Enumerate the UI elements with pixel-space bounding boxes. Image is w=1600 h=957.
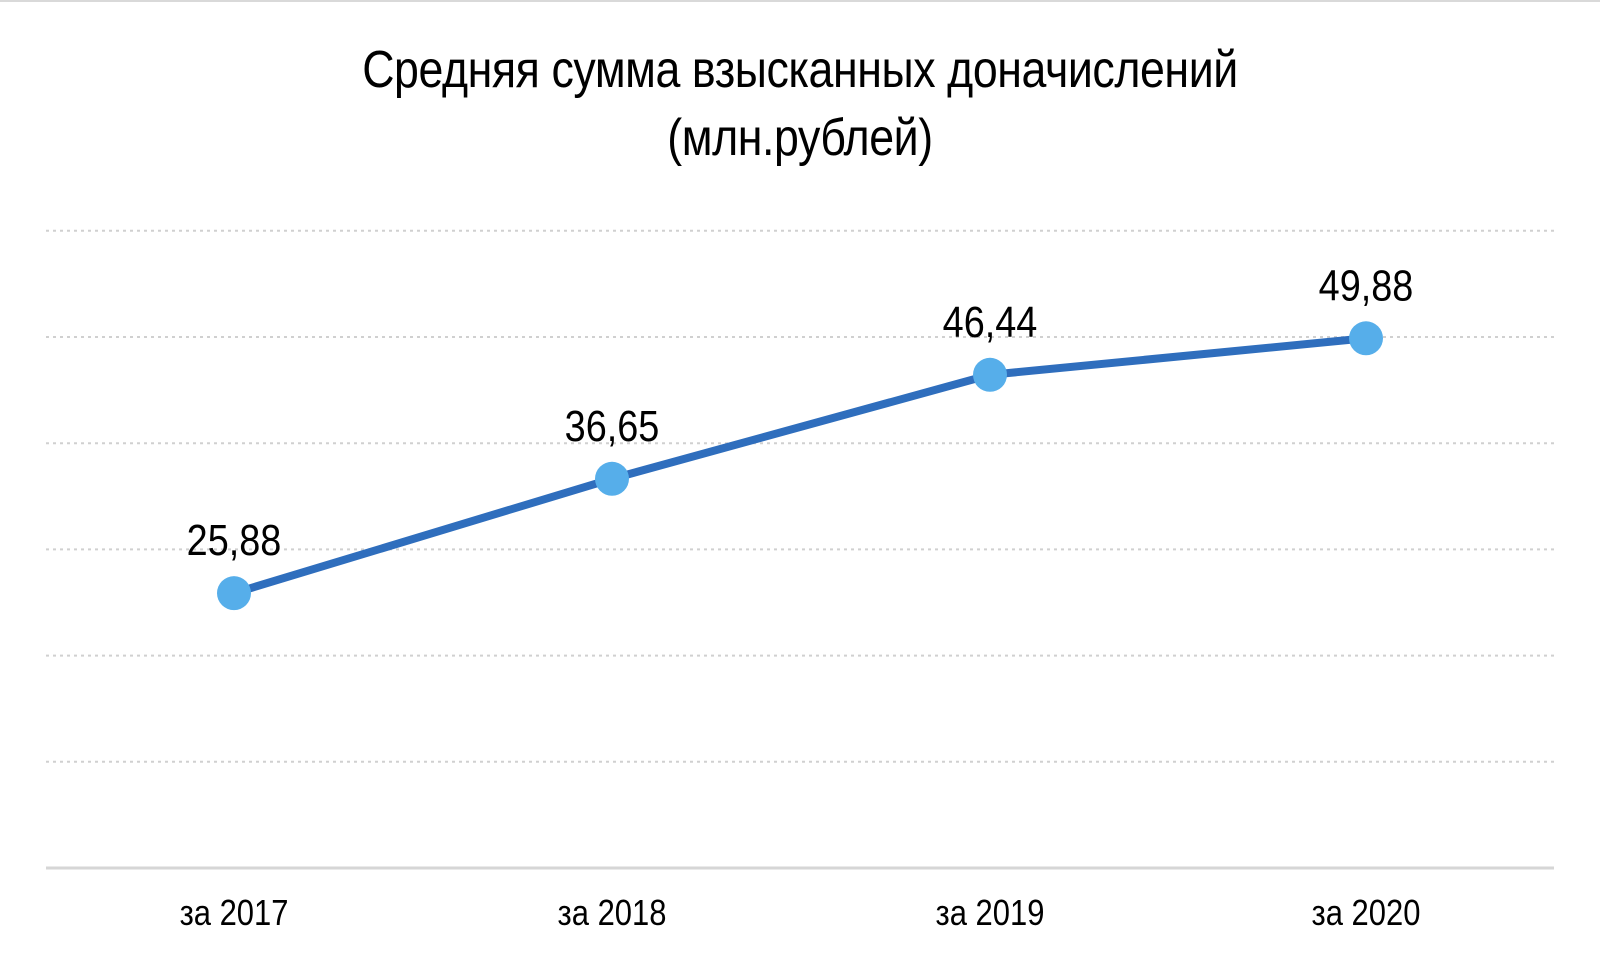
series-line: [230, 334, 1370, 598]
data-label: 25,88: [187, 515, 282, 564]
data-point: [1349, 321, 1383, 356]
x-tick-label: за 2020: [1312, 894, 1421, 934]
data-label: 49,88: [1319, 261, 1414, 310]
data-point: [595, 461, 629, 496]
chart-subtitle: (млн.рублей): [667, 109, 933, 167]
x-tick-label: за 2017: [180, 894, 289, 934]
chart-title: Средняя сумма взысканных доначислений: [362, 41, 1238, 99]
top-border: [0, 0, 1600, 2]
gridlines: [46, 229, 1554, 763]
data-labels: 25,88 36,65 46,44 49,88: [187, 261, 1414, 565]
x-tick-labels: за 2017 за 2018 за 2019 за 2020: [180, 894, 1421, 934]
data-point: [217, 576, 251, 611]
chart-title-block: Средняя сумма взысканных доначислений (м…: [112, 36, 1488, 172]
data-label: 46,44: [943, 297, 1038, 346]
data-point: [973, 357, 1007, 392]
series-group: [217, 321, 1383, 611]
data-label: 36,65: [565, 401, 660, 450]
x-tick-label: за 2019: [936, 894, 1045, 934]
x-tick-label: за 2018: [558, 894, 667, 934]
